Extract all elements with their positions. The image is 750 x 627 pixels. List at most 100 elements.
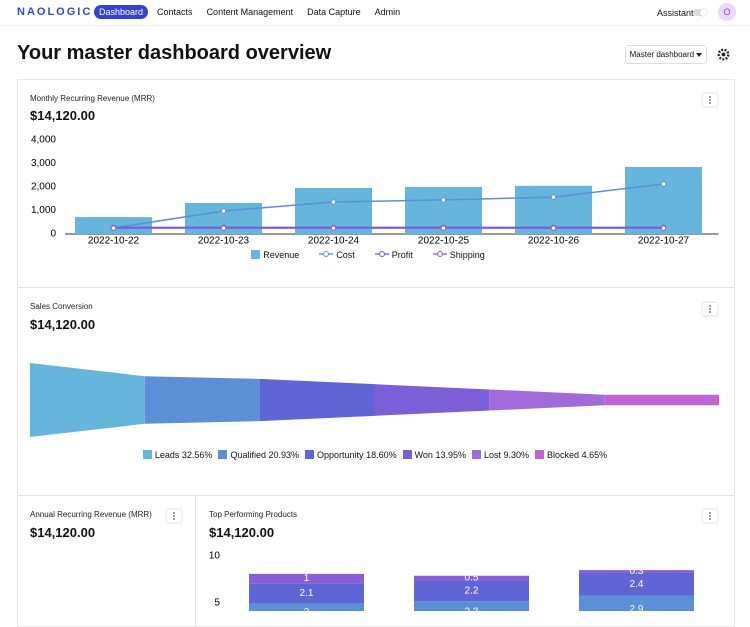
legend-dot: [436, 251, 443, 257]
legend-value: 13.95%: [435, 450, 466, 460]
data-label: 0.3: [630, 566, 644, 577]
legend-item: Qualified 20.93%: [218, 450, 299, 460]
data-label: 2.3: [465, 607, 479, 611]
legend-swatch: [142, 450, 152, 459]
point: [220, 225, 227, 231]
funnel-segment: [144, 376, 260, 424]
line: [113, 183, 664, 229]
bar-segment: [579, 570, 694, 573]
page-title: Your master dashboard overview: [17, 42, 332, 64]
page: {"nav": {"logo": "NAOLOGIC", "items": ["…: [0, 3, 750, 627]
legend-label: Revenue: [263, 250, 300, 260]
funnel-segment: [30, 363, 145, 437]
legend: Revenue Cost Profit Shipping: [0, 250, 750, 260]
legend-swatch: [535, 450, 545, 459]
bar-segment: [414, 601, 529, 611]
nav-item[interactable]: Content Management: [206, 7, 294, 17]
plot: 322.112.92.32.20.52.92.92.40.3: [249, 566, 694, 611]
dot: [709, 518, 711, 520]
dot: [709, 99, 711, 101]
panel-amount: $14,120.00: [209, 525, 275, 540]
legend-marker: [319, 251, 334, 257]
caret: [696, 53, 703, 57]
panel-title: Top Performing Products: [209, 510, 298, 519]
legend-marker: [432, 251, 447, 257]
point: [330, 225, 337, 231]
legend-item: Shipping: [432, 250, 485, 260]
dot: [173, 518, 175, 520]
point: [550, 194, 557, 200]
dashboard-dropdown[interactable]: Master dashboard: [625, 45, 707, 64]
legend-value: 18.60%: [366, 450, 397, 460]
legend-label: Opportunity: [317, 450, 364, 460]
point: [660, 225, 667, 231]
legend-item: Revenue: [251, 250, 299, 260]
more-button[interactable]: [701, 301, 719, 317]
assistant-toggle[interactable]: [693, 9, 707, 16]
point: [440, 225, 447, 231]
x-tick-label: 2022-10-25: [418, 236, 470, 247]
logo[interactable]: NAOLOGIC: [17, 6, 93, 18]
bar-segment: [249, 603, 364, 611]
nav-item[interactable]: Contacts: [157, 7, 193, 17]
legend-item: Cost: [319, 250, 355, 260]
legend-swatch: [251, 250, 261, 259]
legend-value: 9.30%: [503, 450, 530, 460]
legend-label: Blocked: [547, 450, 580, 460]
y-tick-label: 3,000: [31, 158, 56, 169]
legend-item: Blocked 4.65%: [535, 450, 607, 460]
legend-value: 20.93%: [268, 450, 300, 460]
y-tick-label: 5: [214, 598, 220, 609]
more-button[interactable]: [165, 508, 183, 524]
panel-amount: $14,120.00: [30, 108, 96, 123]
y-tick-label: 10: [209, 551, 221, 562]
nav-item[interactable]: Admin: [374, 7, 401, 17]
panel-title: Monthly Recurring Revenue (MRR): [30, 94, 155, 103]
data-label: 2.2: [465, 585, 479, 596]
data-label: 2.9: [630, 604, 644, 611]
x-tick-label: 2022-10-27: [638, 236, 690, 247]
nav-item[interactable]: Dashboard: [94, 5, 149, 19]
y-tick-label: 4,000: [31, 135, 56, 146]
data-label: 2.1: [300, 588, 314, 599]
legend-dot: [378, 251, 385, 257]
dot: [709, 308, 711, 310]
y-tick-label: 2,000: [31, 182, 56, 193]
nav-item[interactable]: Data Capture: [307, 7, 361, 17]
funnel-segment: [259, 378, 375, 422]
y-tick-label: 0: [50, 229, 56, 240]
legend-value: 32.56%: [181, 450, 213, 460]
more-button[interactable]: [701, 508, 719, 524]
legend-label: Profit: [391, 250, 413, 260]
panel-amount: $14,120.00: [30, 525, 96, 540]
legend-item: Profit: [374, 250, 413, 260]
charts: 0 1,000 2,000 3,000 4,000 2022-10-22 2022-10-2…: [30, 92, 719, 611]
point: [220, 208, 227, 214]
nav-items: Dashboard Contacts Content Management Da…: [94, 5, 405, 19]
data-label: 2.4: [630, 579, 644, 590]
legend-value: 4.65%: [581, 450, 608, 460]
settings-button[interactable]: [714, 45, 733, 64]
panel-amount: $14,120.00: [30, 317, 96, 332]
dot: [173, 515, 175, 517]
dot: [709, 102, 711, 104]
legend-label: Lost: [483, 450, 501, 460]
legend-swatch: [305, 450, 315, 459]
x-tick-label: 2022-10-26: [528, 236, 580, 247]
legend: Leads 32.56% Qualified 20.93% Opportunity …: [0, 450, 750, 460]
avatar[interactable]: O: [718, 3, 736, 21]
legend-label: Shipping: [449, 250, 485, 260]
dot: [709, 305, 711, 307]
point: [660, 181, 667, 187]
bar: [625, 167, 702, 234]
legend-item: Won 13.95%: [402, 450, 466, 460]
funnel-segment: [489, 389, 605, 411]
legend-item: Lost 9.30%: [471, 450, 530, 460]
point: [110, 225, 117, 231]
y-tick-label: 1,000: [31, 205, 56, 216]
dropdown-label: Master dashboard: [629, 50, 695, 59]
panel-title: Sales Conversion: [30, 302, 93, 311]
more-button[interactable]: [701, 92, 719, 108]
data-label: 1: [304, 573, 310, 584]
legend-label: Leads: [154, 450, 180, 460]
